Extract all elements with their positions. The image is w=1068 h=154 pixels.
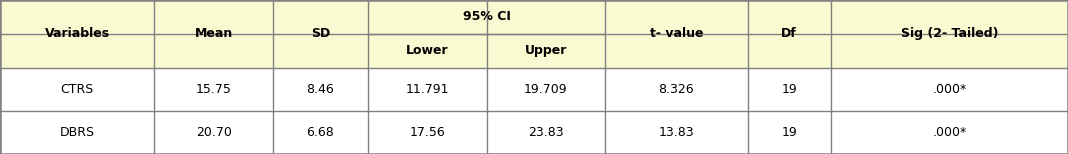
Text: Upper: Upper (524, 44, 567, 57)
Text: .000*: .000* (932, 83, 967, 96)
Text: 17.56: 17.56 (409, 126, 445, 139)
Text: 15.75: 15.75 (195, 83, 232, 96)
Text: 13.83: 13.83 (659, 126, 694, 139)
Text: 6.68: 6.68 (307, 126, 334, 139)
Text: 23.83: 23.83 (528, 126, 564, 139)
Text: t- value: t- value (649, 27, 703, 40)
Text: Lower: Lower (406, 44, 449, 57)
Bar (0, 0, 1068, 68)
Text: 20.70: 20.70 (195, 126, 232, 139)
Text: 8.46: 8.46 (307, 83, 334, 96)
Text: DBRS: DBRS (60, 126, 95, 139)
Text: .000*: .000* (932, 126, 967, 139)
Text: 8.326: 8.326 (659, 83, 694, 96)
Bar (0, 111, 1068, 154)
Text: 19: 19 (782, 126, 797, 139)
Text: 19.709: 19.709 (524, 83, 568, 96)
Text: Sig (2- Tailed): Sig (2- Tailed) (900, 27, 999, 40)
Text: Mean: Mean (194, 27, 233, 40)
Text: 11.791: 11.791 (406, 83, 449, 96)
Text: SD: SD (311, 27, 330, 40)
Text: Variables: Variables (45, 27, 110, 40)
Text: Df: Df (782, 27, 797, 40)
Text: CTRS: CTRS (61, 83, 94, 96)
Bar (0, 68, 1068, 111)
Text: 95% CI: 95% CI (462, 10, 511, 23)
Text: 19: 19 (782, 83, 797, 96)
